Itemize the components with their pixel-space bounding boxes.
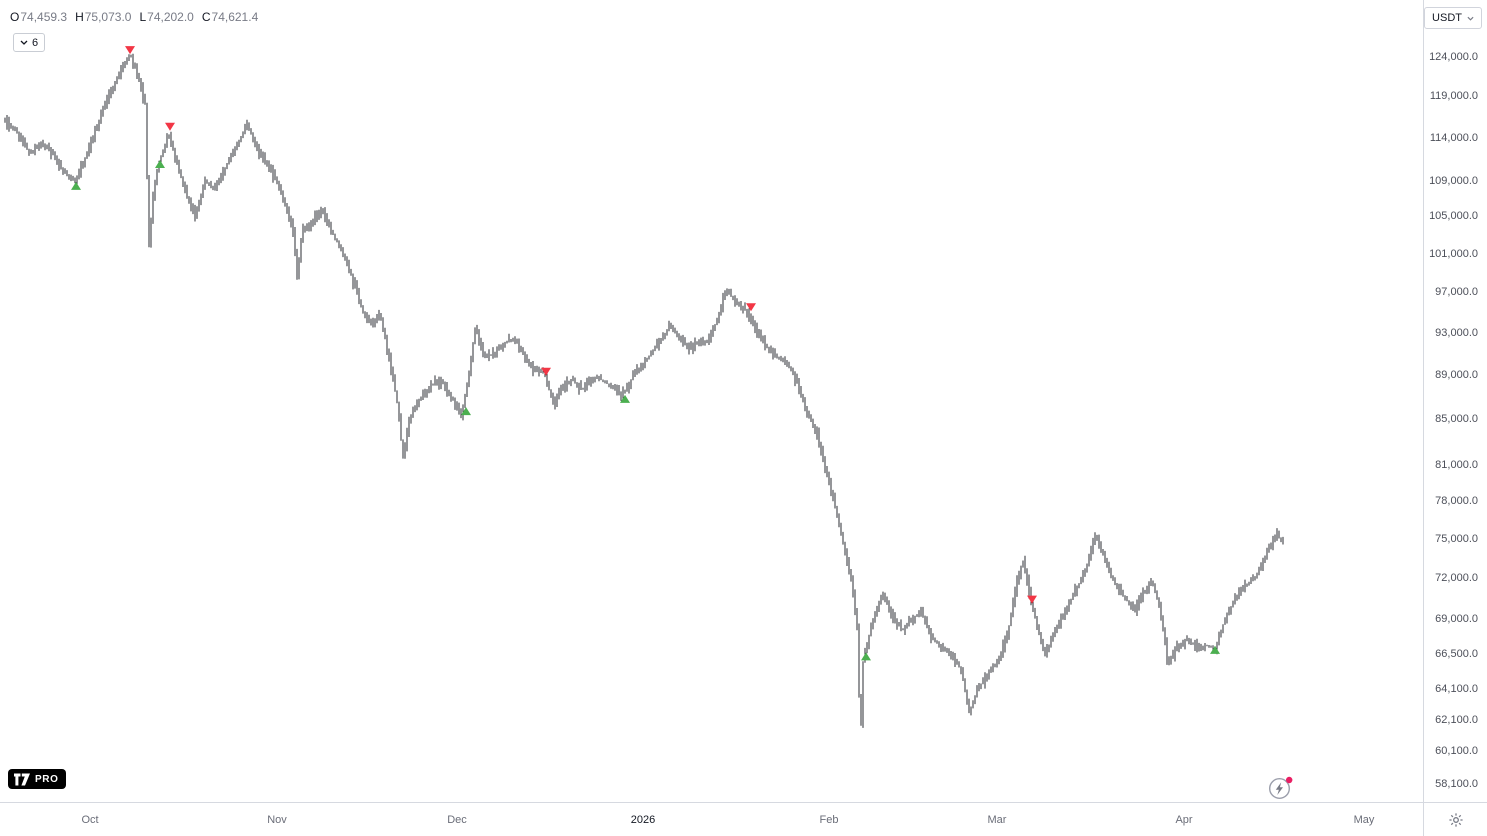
time-axis[interactable]: Oct Nov Dec 2026 Feb Mar Apr May bbox=[0, 802, 1423, 836]
price-axis-label: 78,000.0 bbox=[1435, 495, 1478, 507]
sell-signal-marker[interactable] bbox=[746, 303, 756, 312]
price-axis-label: 114,000.0 bbox=[1429, 132, 1478, 144]
price-axis-label: 85,000.0 bbox=[1435, 413, 1478, 425]
time-axis-label: Nov bbox=[267, 813, 287, 826]
price-axis-label: 109,000.0 bbox=[1429, 175, 1478, 187]
price-axis-label: 105,000.0 bbox=[1429, 210, 1478, 222]
time-axis-label: Dec bbox=[447, 813, 467, 826]
price-axis-label: 119,000.0 bbox=[1429, 90, 1478, 102]
notification-dot bbox=[1286, 776, 1293, 784]
price-axis-label: 58,100.0 bbox=[1435, 778, 1478, 790]
currency-unit-label: USDT bbox=[1432, 12, 1462, 24]
price-bars bbox=[4, 53, 1284, 728]
axis-settings-corner bbox=[1423, 802, 1487, 836]
sell-signal-marker[interactable] bbox=[165, 122, 175, 131]
buy-signal-marker[interactable] bbox=[461, 407, 471, 416]
chevron-down-icon bbox=[20, 40, 28, 45]
pro-badge: PRO bbox=[35, 773, 59, 785]
time-axis-label: 2026 bbox=[630, 813, 656, 826]
price-axis-label: 60,100.0 bbox=[1435, 745, 1478, 757]
price-axis-label: 81,000.0 bbox=[1435, 459, 1478, 471]
chart-plot-area[interactable]: O 74,459.3 H 75,073.0 L 74,202.0 C 74,621.4 … bbox=[0, 0, 1423, 802]
sell-signal-marker[interactable] bbox=[1027, 595, 1037, 604]
price-axis-label: 69,000.0 bbox=[1435, 613, 1478, 625]
time-axis-label: Feb bbox=[819, 813, 839, 826]
price-axis-label: 101,000.0 bbox=[1429, 248, 1478, 260]
price-axis-label: 72,000.0 bbox=[1435, 572, 1478, 584]
lightning-icon bbox=[1268, 776, 1293, 800]
price-axis-label: 64,100.0 bbox=[1435, 683, 1478, 695]
price-axis-label: 75,000.0 bbox=[1435, 533, 1478, 545]
buy-signal-marker[interactable] bbox=[1210, 645, 1220, 654]
indicator-collapse-button[interactable]: 6 bbox=[13, 33, 46, 52]
sell-signal-marker[interactable] bbox=[125, 46, 135, 55]
time-axis-labels: Oct Nov Dec 2026 Feb Mar Apr May bbox=[0, 803, 1423, 836]
buy-signal-marker[interactable] bbox=[861, 652, 871, 661]
time-axis-label: Oct bbox=[81, 813, 99, 826]
price-axis[interactable]: USDT 124,000.0 119,000.0 114,000.0 109,000.… bbox=[1423, 0, 1487, 802]
time-axis-label: Mar bbox=[987, 813, 1007, 826]
chevron-down-icon bbox=[1467, 16, 1474, 21]
time-axis-label: May bbox=[1353, 813, 1375, 826]
price-chart-canvas[interactable] bbox=[0, 0, 1423, 802]
buy-signal-marker[interactable] bbox=[620, 394, 630, 403]
price-axis-label: 97,000.0 bbox=[1435, 286, 1478, 298]
buy-signal-marker[interactable] bbox=[71, 181, 81, 190]
currency-unit-button[interactable]: USDT bbox=[1424, 7, 1482, 29]
price-axis-label: 124,000.0 bbox=[1429, 51, 1478, 63]
gear-icon bbox=[1448, 812, 1463, 827]
sell-signal-marker[interactable] bbox=[541, 367, 551, 376]
tradingview-logo[interactable]: PRO bbox=[8, 769, 67, 789]
gear-button[interactable] bbox=[1446, 810, 1466, 830]
buy-signal-marker[interactable] bbox=[155, 160, 165, 168]
price-axis-label: 62,100.0 bbox=[1435, 714, 1478, 726]
price-axis-label: 89,000.0 bbox=[1435, 369, 1478, 381]
time-axis-label: Apr bbox=[1175, 813, 1193, 826]
price-axis-label: 93,000.0 bbox=[1435, 327, 1478, 339]
price-axis-label: 66,500.0 bbox=[1435, 648, 1478, 660]
spark-button[interactable] bbox=[1266, 774, 1294, 802]
price-axis-labels: 124,000.0 119,000.0 114,000.0 109,000.0 105,… bbox=[1424, 0, 1487, 802]
tradingview-mark-icon bbox=[14, 773, 30, 785]
indicator-count: 6 bbox=[32, 36, 39, 49]
